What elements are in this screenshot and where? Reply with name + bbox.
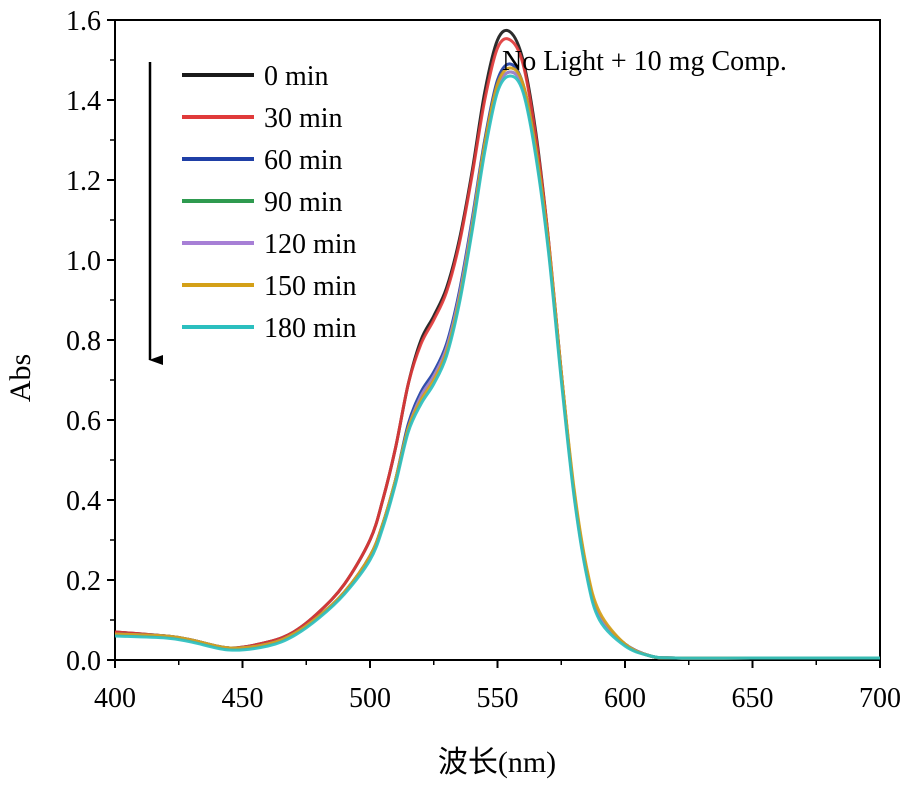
y-tick-label: 1.4 <box>66 86 101 117</box>
x-axis-title: 波长(nm) <box>438 746 556 779</box>
x-axis-ticks: 400 450 500 550 600 650 700 <box>94 660 901 714</box>
legend-label: 60 min <box>264 145 343 176</box>
x-tick-label: 600 <box>604 683 646 714</box>
chart-annotation: No Light + 10 mg Comp. <box>502 46 787 77</box>
x-tick-label: 450 <box>222 683 264 714</box>
y-tick-label: 0.8 <box>66 326 101 357</box>
x-tick-label: 550 <box>477 683 519 714</box>
series-line-0-min <box>115 28 880 660</box>
legend-label: 120 min <box>264 229 357 260</box>
x-tick-label: 700 <box>859 683 901 714</box>
y-tick-label: 0.2 <box>66 566 101 597</box>
legend-label: 90 min <box>264 187 343 218</box>
y-tick-label: 0.0 <box>66 646 101 677</box>
y-axis-title: Abs <box>4 354 37 402</box>
legend: 0 min 30 min 60 min 90 min 120 min 150 min 180… <box>182 61 357 344</box>
y-tick-label: 0.4 <box>66 486 101 517</box>
x-tick-label: 400 <box>94 683 136 714</box>
legend-label: 180 min <box>264 313 357 344</box>
x-tick-label: 500 <box>349 683 391 714</box>
legend-label: 0 min <box>264 61 329 92</box>
y-tick-label: 0.6 <box>66 406 101 437</box>
series-lines <box>115 28 880 660</box>
y-tick-label: 1.6 <box>66 6 101 37</box>
y-axis-ticks: 0.0 0.2 0.4 0.6 0.8 1.0 1.2 1.4 1.6 <box>66 6 115 677</box>
y-tick-label: 1.2 <box>66 166 101 197</box>
series-line-150-min <box>115 66 880 660</box>
y-tick-label: 1.0 <box>66 246 101 277</box>
legend-label: 30 min <box>264 103 343 134</box>
series-line-180-min <box>115 74 880 660</box>
series-line-60-min <box>115 62 880 660</box>
x-tick-label: 650 <box>732 683 774 714</box>
series-line-30-min <box>115 37 880 660</box>
legend-label: 150 min <box>264 271 357 302</box>
